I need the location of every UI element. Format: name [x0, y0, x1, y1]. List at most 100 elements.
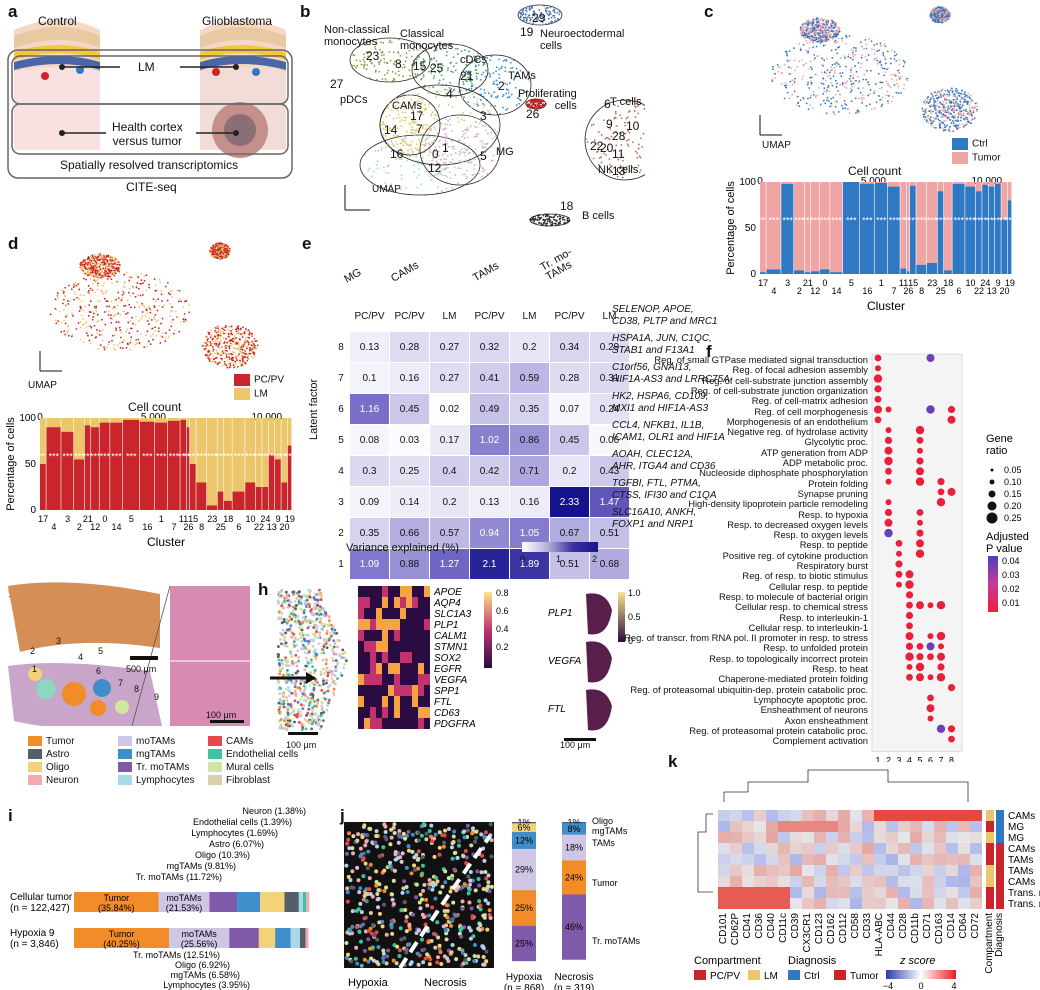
umap-point — [600, 161, 603, 164]
umap-point — [930, 124, 932, 127]
umap-point — [940, 102, 943, 105]
umap-point — [365, 68, 368, 70]
umap-point — [556, 18, 559, 20]
umap-point — [460, 167, 462, 170]
umap-point — [544, 224, 547, 227]
umap-point — [157, 330, 160, 333]
umap-point — [217, 325, 220, 328]
umap-point — [555, 20, 558, 22]
umap-point — [132, 285, 135, 288]
umap-point — [942, 127, 945, 130]
umap-point — [435, 60, 438, 62]
umap-point — [172, 332, 175, 335]
bar-segment-bottom — [916, 264, 927, 274]
umap-point — [866, 59, 869, 61]
umap-point — [161, 332, 164, 335]
umap-point — [237, 348, 240, 351]
sig-stars: *** — [820, 215, 831, 225]
umap-point — [481, 124, 484, 127]
umap-point — [470, 70, 472, 73]
sig-stars: *** — [126, 451, 137, 461]
umap-point — [411, 108, 414, 111]
umap-point — [239, 361, 242, 364]
umap-point — [427, 126, 430, 129]
umap-point — [102, 267, 105, 270]
umap-point — [207, 349, 210, 352]
umap-point — [119, 300, 122, 303]
umap-point — [413, 120, 415, 123]
umap-point — [402, 144, 405, 147]
cluster-tick: 8 — [919, 286, 924, 296]
umap-point — [380, 149, 383, 151]
umap-point — [482, 103, 484, 105]
umap-point — [215, 256, 218, 259]
umap-point — [415, 143, 418, 146]
umap-point — [531, 4, 534, 7]
umap-point — [399, 54, 402, 57]
umap-point — [810, 21, 813, 24]
umap-point — [940, 17, 943, 20]
bar-segment-top — [874, 182, 887, 183]
umap-point — [430, 178, 433, 181]
umap-point — [450, 130, 453, 133]
umap-point — [861, 45, 864, 48]
umap-point — [492, 113, 495, 116]
umap-point — [546, 224, 549, 227]
umap-point — [180, 321, 182, 324]
umap-point — [125, 330, 128, 333]
umap-point — [464, 49, 466, 51]
umap-point — [838, 30, 841, 33]
umap-point — [879, 87, 881, 90]
umap-point — [798, 60, 800, 63]
umap-point — [85, 278, 87, 281]
umap-point — [473, 102, 476, 105]
umap-point — [954, 98, 957, 101]
umap-point — [73, 290, 76, 293]
umap-point — [860, 96, 863, 99]
umap-point — [216, 330, 219, 333]
umap-point — [479, 140, 482, 143]
umap-point — [93, 256, 96, 259]
umap-point — [496, 131, 498, 134]
umap-point — [443, 167, 446, 170]
cortex-label: Health cortex versus tumor — [112, 120, 183, 148]
umap-point — [840, 75, 843, 78]
umap-point — [137, 276, 140, 278]
umap-point — [80, 267, 83, 270]
umap-point — [944, 106, 947, 109]
umap-point — [943, 9, 946, 12]
umap-point — [460, 50, 463, 53]
umap-point — [209, 336, 212, 339]
umap-point — [413, 132, 416, 134]
umap-point — [138, 342, 141, 344]
umap-point — [432, 135, 435, 138]
umap-point — [546, 222, 549, 225]
umap-point — [83, 263, 86, 266]
umap-point — [948, 99, 950, 102]
umap-point — [93, 291, 96, 294]
umap-point — [525, 16, 527, 19]
umap-point — [949, 125, 951, 128]
umap-point — [387, 69, 390, 72]
umap-point — [142, 282, 144, 284]
umap-point — [424, 170, 427, 173]
umap-point — [417, 162, 420, 165]
umap-point — [390, 109, 393, 112]
umap-point — [123, 339, 126, 342]
cluster-outline-7 — [584, 99, 645, 181]
umap-point — [595, 142, 597, 145]
umap-point — [859, 66, 862, 69]
umap-point — [959, 113, 962, 116]
umap-point — [251, 340, 254, 343]
umap-point — [230, 332, 233, 335]
umap-point — [829, 77, 832, 80]
umap-point — [817, 40, 820, 43]
umap-point — [112, 307, 114, 310]
bar-segment-bottom — [900, 268, 907, 274]
umap-point — [822, 83, 825, 85]
umap-point — [154, 313, 157, 316]
umap-point — [449, 123, 452, 126]
umap-point — [892, 95, 894, 98]
umap-point — [114, 272, 117, 275]
umap-point — [531, 218, 534, 220]
